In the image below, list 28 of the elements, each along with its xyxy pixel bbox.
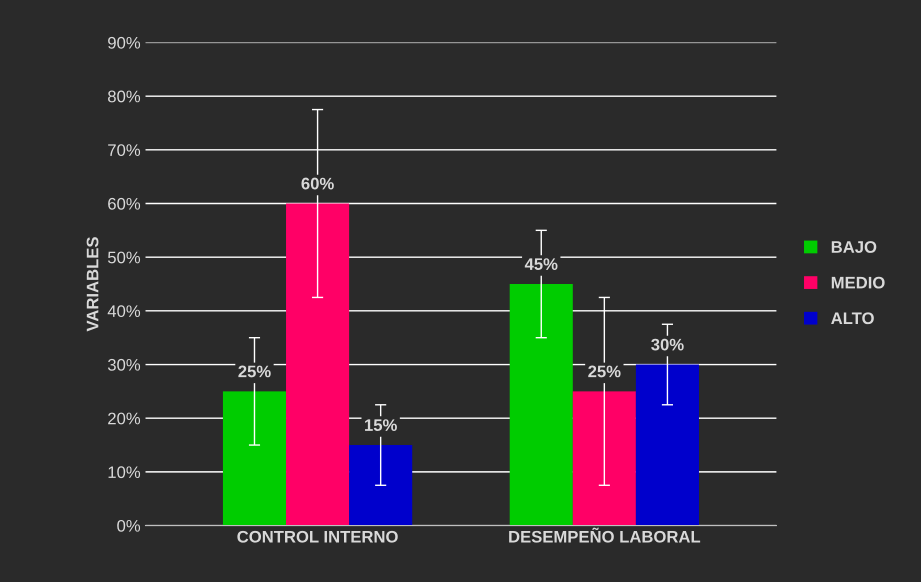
bar [349, 445, 412, 526]
data-label: 30% [651, 338, 684, 351]
y-tick-label: 50% [108, 252, 140, 264]
y-tick-label: 40% [108, 305, 140, 318]
legend-label: BAJO [832, 241, 876, 253]
legend-label: ALTO [831, 312, 874, 324]
x-tick-label: DESEMPEÑO LABORAL [509, 528, 700, 543]
x-tick-label: CONTROL INTERNO [237, 530, 398, 543]
bar [636, 364, 699, 526]
data-label: 25% [238, 366, 271, 378]
data-label: 45% [524, 258, 558, 270]
data-label: 60% [302, 178, 334, 190]
y-tick-label: 90% [108, 36, 140, 49]
bar [572, 391, 636, 526]
y-tick-label: 60% [108, 198, 140, 210]
y-axis-title: VARIABLES [86, 237, 98, 332]
y-tick-label: 80% [108, 90, 140, 102]
data-label: 15% [365, 419, 397, 432]
legend-label: MEDIO [832, 276, 885, 289]
data-label: 25% [588, 366, 621, 378]
y-tick-label: 10% [108, 466, 140, 478]
y-tick-label: 20% [108, 412, 140, 424]
y-tick-label: 70% [108, 144, 140, 156]
bar [222, 391, 286, 526]
y-tick-label: 0% [117, 520, 140, 532]
bar [510, 284, 573, 526]
bar [286, 204, 350, 526]
y-tick-label: 30% [108, 358, 140, 371]
